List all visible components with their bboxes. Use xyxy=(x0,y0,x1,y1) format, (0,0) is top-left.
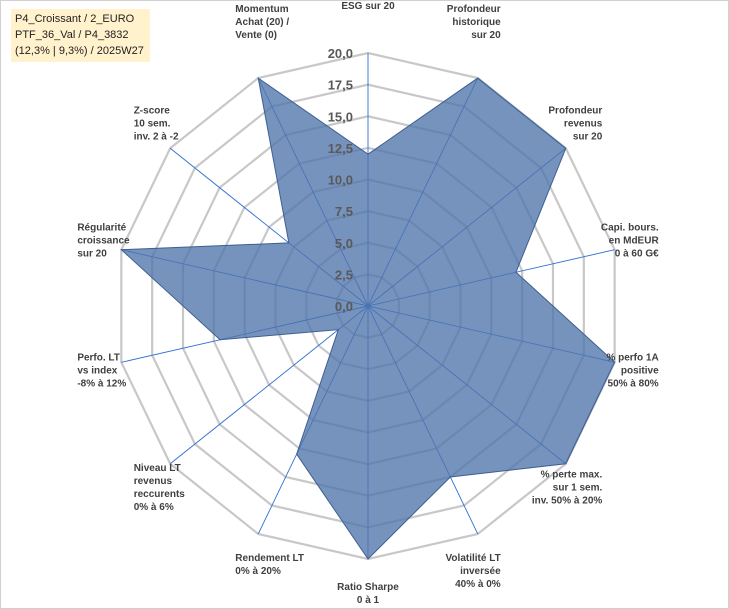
axis-label-line: 0 à 1 xyxy=(357,595,380,606)
axis-label-line: inversée xyxy=(460,566,501,577)
radial-tick-label: 15,0 xyxy=(328,109,353,124)
series-point xyxy=(565,147,567,149)
series-point xyxy=(288,242,290,244)
axis-label: Rendement LT 0% à 20% xyxy=(235,553,304,577)
axis-label-line: Vente (0) xyxy=(235,30,277,41)
axis-label-line: Niveau LT xyxy=(134,463,181,474)
axis-label-line: Régularité xyxy=(77,223,126,234)
radar-series xyxy=(120,76,616,560)
axis-label: Profondeur historique sur 20 xyxy=(447,4,501,41)
axis-label-line: Ratio Sharpe xyxy=(337,582,399,593)
axis-label: NoteESG sur 20 xyxy=(341,0,395,12)
axis-label: Z-score 10 sem. inv. 2 à -2 xyxy=(134,105,179,142)
radial-tick-label: 20,0 xyxy=(328,46,353,61)
axis-label-line: 10 sem. xyxy=(134,118,171,129)
series-point xyxy=(219,339,221,341)
axis-label: Volatilité LT inversée 40% à 0% xyxy=(446,553,502,590)
axis-label: Régularité croissance sur 20 xyxy=(77,223,130,260)
axis-label-line: Profondeur xyxy=(447,4,501,15)
series-point xyxy=(477,77,479,79)
series-point xyxy=(565,463,567,465)
radial-tick-label: 0,0 xyxy=(335,299,353,314)
axis-label-line: revenus xyxy=(564,118,603,129)
info-line-portfolio: P4_Croissant / 2_EURO xyxy=(15,13,135,25)
axis-label: Perfo. LT vs index -8% à 12% xyxy=(77,352,126,389)
axis-label-line: sur 1 sem. xyxy=(553,483,603,494)
axis-label-line: 0 à 60 G€ xyxy=(615,249,659,260)
radial-tick-label: 2,5 xyxy=(335,267,353,282)
axis-label-line: inv. 2 à -2 xyxy=(134,131,179,142)
axis-label: Profondeur revenus sur 20 xyxy=(548,105,602,142)
series-point xyxy=(367,153,369,155)
radial-tick-label: 17,5 xyxy=(328,78,353,93)
axis-label-line: Perfo. LT xyxy=(77,352,120,363)
axis-label-line: Momentum xyxy=(235,4,288,15)
axis-label-line: 0% à 6% xyxy=(134,502,174,513)
axis-label-line: % perfo 1A xyxy=(606,352,658,363)
radial-tick-label: 7,5 xyxy=(335,204,353,219)
axis-label-line: Volatilité LT xyxy=(446,553,501,564)
radial-tick-label: 10,0 xyxy=(328,173,353,188)
series-point xyxy=(449,476,451,478)
series-point xyxy=(337,329,339,331)
axis-label-line: croissance xyxy=(77,236,130,247)
axis-label-line: en MdEUR xyxy=(609,236,660,247)
axis-label-line: 40% à 0% xyxy=(455,579,501,590)
axis-label-line: Profondeur xyxy=(548,105,602,116)
axis-label-line: -8% à 12% xyxy=(77,378,126,389)
axis-label-line: vs index xyxy=(77,365,117,376)
axis-label: % perte max. sur 1 sem. inv. 50% à 20% xyxy=(532,470,603,507)
axis-label-line: inv. 50% à 20% xyxy=(532,496,603,507)
radar-axis-labels: NoteESG sur 20 Profondeur historique sur 20… xyxy=(77,0,660,606)
axis-label-line: Capi. bours. xyxy=(601,223,659,234)
axis-label-line: ESG sur 20 xyxy=(341,1,395,12)
series-area xyxy=(120,76,616,560)
axis-label-line: Achat (20) / xyxy=(235,17,289,28)
radar-spoke xyxy=(169,305,369,465)
axis-label: Ratio Sharpe 0 à 1 xyxy=(337,582,399,606)
axis-label-line: % perte max. xyxy=(541,470,603,481)
series-point xyxy=(296,453,298,455)
info-line-ptf: PTF_36_Val / P4_3832 xyxy=(15,29,129,41)
radial-tick-label: 12,5 xyxy=(328,141,353,156)
axis-label-line: sur 20 xyxy=(471,30,501,41)
axis-label-line: revenus xyxy=(134,476,173,487)
axis-label: % perfo 1A positive 50% à 80% xyxy=(606,352,659,389)
axis-label-line: positive xyxy=(621,365,659,376)
info-line-performance: (12,3% | 9,3%) / 2025W27 xyxy=(15,45,144,57)
axis-label-line: sur 20 xyxy=(77,249,107,260)
radial-tick-label: 5,0 xyxy=(335,236,353,251)
series-point xyxy=(515,271,517,273)
axis-label-line: reccurents xyxy=(134,489,186,500)
axis-label: Capi. bours. en MdEUR 0 à 60 G€ xyxy=(601,223,660,260)
axis-label-line: Z-score xyxy=(134,105,171,116)
portfolio-info-box: P4_Croissant / 2_EURO PTF_36_Val / P4_38… xyxy=(11,9,150,62)
axis-label-line: sur 20 xyxy=(573,131,603,142)
axis-label-line: historique xyxy=(452,17,501,28)
axis-label-line: 0% à 20% xyxy=(235,566,281,577)
axis-label-line: 50% à 80% xyxy=(608,378,659,389)
series-point xyxy=(367,558,369,560)
axis-label-line: Rendement LT xyxy=(235,553,304,564)
axis-label: Niveau LT revenus reccurents 0% à 6% xyxy=(134,463,186,513)
series-point xyxy=(257,77,259,79)
axis-label: Momentum Achat (20) / Vente (0) xyxy=(235,4,289,41)
radar-tick-labels: 0,0 2,5 5,0 7,5 10,0 12,5 15,0 17,5 20,0 xyxy=(328,46,353,314)
series-point xyxy=(120,249,122,251)
